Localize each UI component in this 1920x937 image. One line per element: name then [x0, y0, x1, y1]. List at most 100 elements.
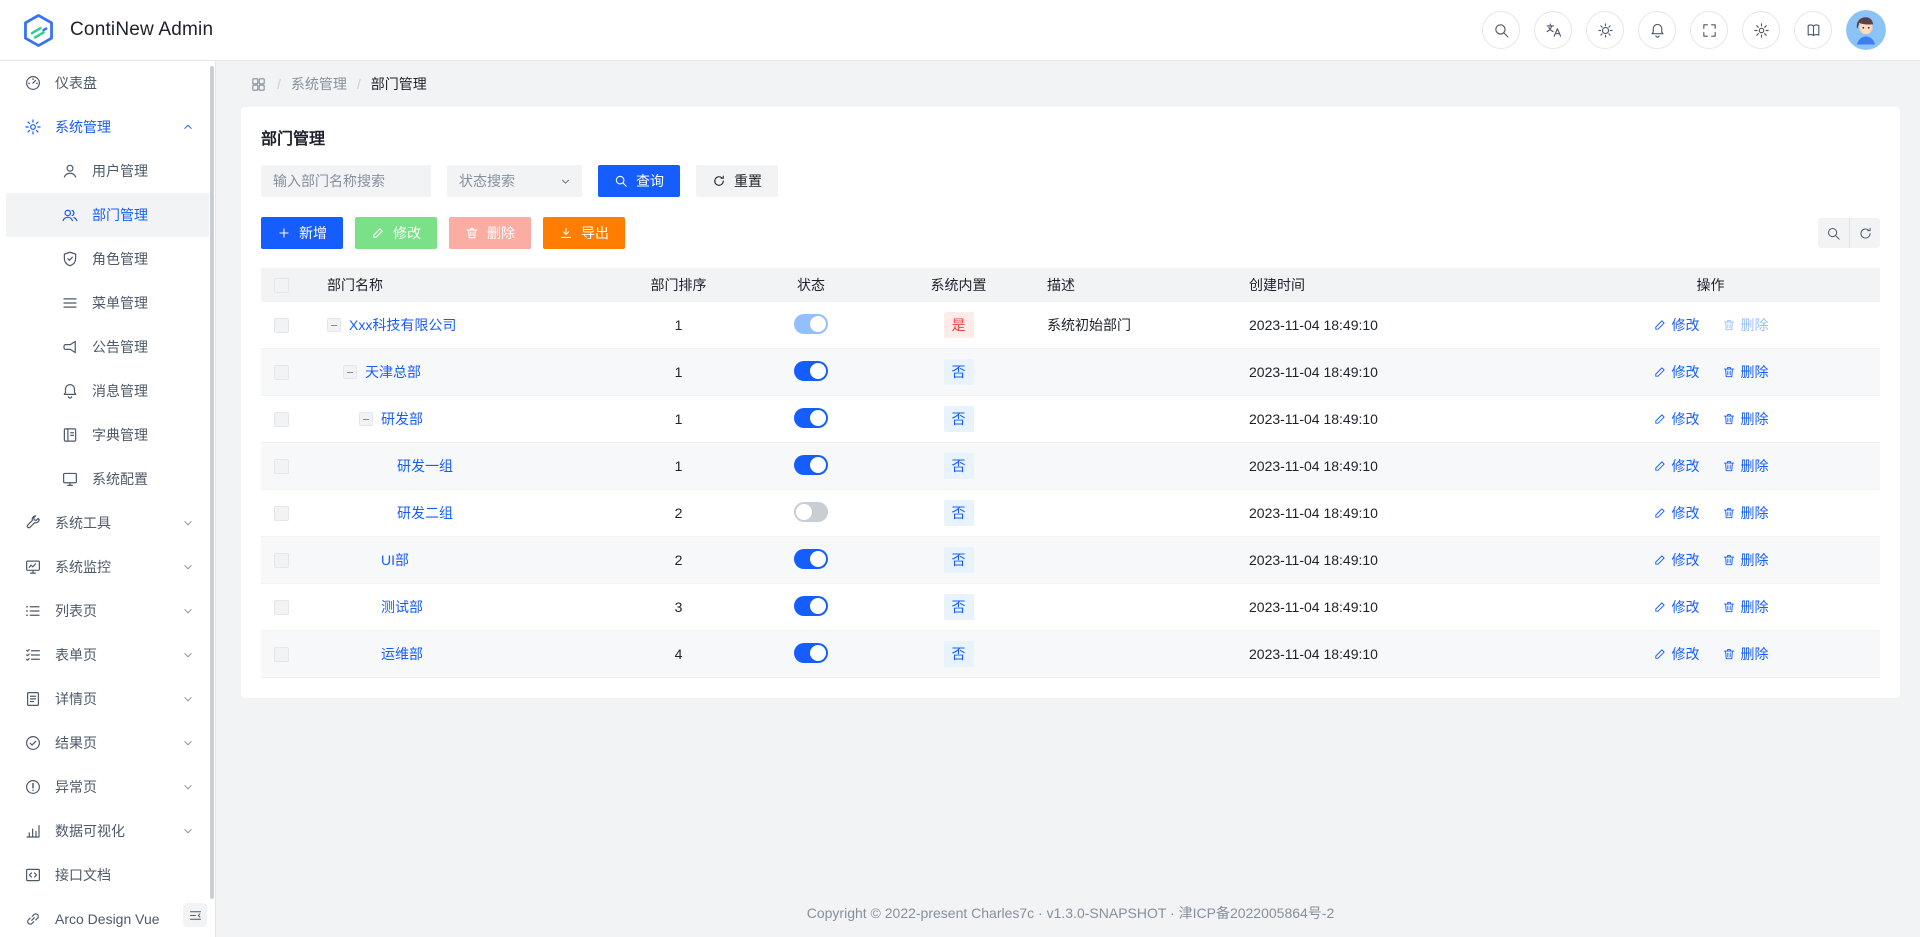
delete-link[interactable]: 删除 [1722, 550, 1769, 570]
search-icon [614, 174, 628, 188]
department-link[interactable]: Xxx科技有限公司 [349, 317, 457, 333]
edit-button[interactable]: 修改 [355, 217, 437, 249]
delete-link[interactable]: 删除 [1722, 362, 1769, 382]
edit-link[interactable]: 修改 [1653, 503, 1700, 523]
edit-link[interactable]: 修改 [1653, 409, 1700, 429]
reset-button[interactable]: 重置 [696, 165, 778, 197]
table-refresh-button[interactable] [1849, 218, 1880, 248]
delete-link[interactable]: 删除 [1722, 597, 1769, 617]
sidebar-collapse-button[interactable] [183, 903, 207, 927]
search-button[interactable] [1482, 11, 1520, 49]
sort-value: 4 [674, 646, 683, 662]
sidebar-item-department-management[interactable]: 部门管理 [6, 193, 209, 237]
fullscreen-button[interactable] [1690, 11, 1728, 49]
collapse-row-button[interactable] [327, 318, 341, 332]
sidebar-item-detail-page[interactable]: 详情页 [6, 677, 209, 721]
delete-link[interactable]: 删除 [1722, 503, 1769, 523]
delete-link[interactable]: 删除 [1722, 644, 1769, 664]
chevron-down-icon [181, 780, 195, 794]
department-link[interactable]: 研发部 [381, 411, 423, 427]
status-switch[interactable] [794, 548, 828, 569]
table-header-row: 部门名称 部门排序 状态 系统内置 描述 创建时间 操作 [261, 268, 1880, 302]
topbar-actions [1482, 10, 1886, 50]
docs-button[interactable] [1794, 11, 1832, 49]
sidebar-item-arco-design-vue[interactable]: Arco Design Vue [6, 897, 209, 937]
row-checkbox[interactable] [273, 364, 289, 380]
status-switch[interactable] [794, 313, 828, 334]
row-checkbox[interactable] [273, 317, 289, 333]
sidebar-item-data-visualization[interactable]: 数据可视化 [6, 809, 209, 853]
apps-grid-icon[interactable] [250, 76, 267, 93]
select-all-checkbox[interactable] [273, 277, 289, 293]
sidebar-item-user-management[interactable]: 用户管理 [6, 149, 209, 193]
row-checkbox[interactable] [273, 505, 289, 521]
sidebar-item-role-management[interactable]: 角色管理 [6, 237, 209, 281]
delete-link[interactable]: 删除 [1722, 409, 1769, 429]
collapse-row-button[interactable] [359, 412, 373, 426]
topbar: ContiNew Admin [0, 0, 1920, 61]
sidebar-item-announcement-management[interactable]: 公告管理 [6, 325, 209, 369]
search-submit-button[interactable]: 查询 [598, 165, 680, 197]
theme-toggle-button[interactable] [1586, 11, 1624, 49]
sidebar-item-exception-page[interactable]: 异常页 [6, 765, 209, 809]
row-checkbox[interactable] [273, 646, 289, 662]
status-switch[interactable] [794, 642, 828, 663]
department-link[interactable]: 天津总部 [365, 364, 421, 380]
logo-area[interactable]: ContiNew Admin [20, 12, 213, 49]
department-link[interactable]: 测试部 [381, 599, 423, 615]
department-link[interactable]: 研发二组 [397, 505, 453, 521]
status-switch[interactable] [794, 501, 828, 522]
department-link[interactable]: 运维部 [381, 646, 423, 662]
delete-button[interactable]: 删除 [449, 217, 531, 249]
sidebar-scrollbar[interactable] [210, 66, 214, 899]
language-button[interactable] [1534, 11, 1572, 49]
sidebar-item-result-page[interactable]: 结果页 [6, 721, 209, 765]
row-checkbox[interactable] [273, 599, 289, 615]
app-title: ContiNew Admin [70, 19, 214, 40]
table-search-toggle-button[interactable] [1818, 218, 1849, 248]
edit-link[interactable]: 修改 [1653, 597, 1700, 617]
edit-link[interactable]: 修改 [1653, 456, 1700, 476]
status-filter-select[interactable]: 状态搜索 [447, 165, 582, 197]
sidebar-item-system-monitor[interactable]: 系统监控 [6, 545, 209, 589]
gear-icon [24, 118, 42, 136]
trash-icon [1722, 647, 1736, 661]
sidebar-item-api-docs[interactable]: 接口文档 [6, 853, 209, 897]
sidebar-item-system-management[interactable]: 系统管理 [6, 105, 209, 149]
status-switch[interactable] [794, 595, 828, 616]
row-checkbox[interactable] [273, 458, 289, 474]
breadcrumb: / 系统管理 / 部门管理 [241, 61, 1900, 107]
department-link[interactable]: 研发一组 [397, 458, 453, 474]
edit-link[interactable]: 修改 [1653, 362, 1700, 382]
status-switch[interactable] [794, 454, 828, 475]
delete-link[interactable]: 删除 [1722, 315, 1769, 335]
status-switch[interactable] [794, 407, 828, 428]
breadcrumb-item-system-management[interactable]: 系统管理 [290, 76, 347, 92]
export-button[interactable]: 导出 [543, 217, 625, 249]
sidebar-item-dictionary-management[interactable]: 字典管理 [6, 413, 209, 457]
sidebar-item-dashboard[interactable]: 仪表盘 [6, 61, 209, 105]
settings-button[interactable] [1742, 11, 1780, 49]
sidebar-item-form-page[interactable]: 表单页 [6, 633, 209, 677]
row-checkbox[interactable] [273, 552, 289, 568]
status-switch[interactable] [794, 360, 828, 381]
department-name-search-input[interactable] [261, 165, 431, 197]
sort-value: 1 [674, 364, 683, 380]
notifications-button[interactable] [1638, 11, 1676, 49]
sidebar-item-system-config[interactable]: 系统配置 [6, 457, 209, 501]
sidebar-item-system-tools[interactable]: 系统工具 [6, 501, 209, 545]
edit-link[interactable]: 修改 [1653, 315, 1700, 335]
sidebar-item-message-management[interactable]: 消息管理 [6, 369, 209, 413]
wrench-icon [24, 514, 42, 532]
edit-link[interactable]: 修改 [1653, 550, 1700, 570]
delete-link[interactable]: 删除 [1722, 456, 1769, 476]
sidebar-item-menu-management[interactable]: 菜单管理 [6, 281, 209, 325]
collapse-row-button[interactable] [343, 365, 357, 379]
department-link[interactable]: UI部 [381, 552, 409, 568]
created-time: 2023-11-04 18:49:10 [1249, 599, 1378, 615]
edit-link[interactable]: 修改 [1653, 644, 1700, 664]
row-checkbox[interactable] [273, 411, 289, 427]
sidebar-item-list-page[interactable]: 列表页 [6, 589, 209, 633]
add-button[interactable]: 新增 [261, 217, 343, 249]
avatar[interactable] [1846, 10, 1886, 50]
